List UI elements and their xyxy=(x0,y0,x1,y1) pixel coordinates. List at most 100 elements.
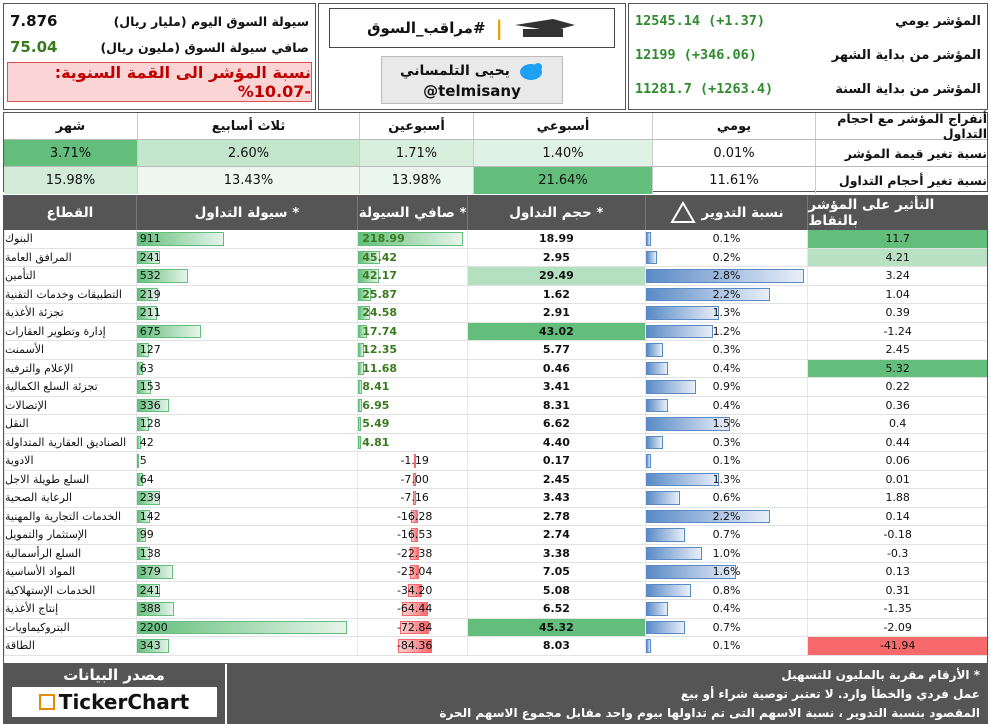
impact-cell: 11.7 xyxy=(807,230,987,248)
turnover-cell-text: 1.3% xyxy=(712,472,741,486)
net-cell: 42.17 xyxy=(357,267,467,285)
volume-cell-text: 5.08 xyxy=(542,583,570,597)
volume-cell-text: 6.62 xyxy=(542,417,570,431)
header-impact: التأثير على المؤشر بالنقاط xyxy=(807,196,987,230)
net-cell-text: 42.17 xyxy=(362,269,398,283)
net-bar xyxy=(358,398,362,412)
net-bar xyxy=(358,306,371,320)
turnover-cell: 0.7% xyxy=(644,526,808,544)
net-bar xyxy=(401,602,428,616)
volume-cell-text: 2.78 xyxy=(542,509,570,523)
table-row: الطاقة 343 -84.36 8.03 0.1% -41.94 xyxy=(4,637,987,656)
impact-cell: 2.45 xyxy=(807,341,987,359)
liquidity-cell: 153 xyxy=(135,378,358,396)
impact-cell-text: 0.4 xyxy=(888,417,907,431)
sector-name: التأمين xyxy=(4,267,136,285)
turnover-cell: 0.9% xyxy=(644,378,808,396)
table-row: الادوية 5 -1.19 0.17 0.1% 0.06 xyxy=(4,452,987,471)
turnover-cell: 1.6% xyxy=(644,563,808,581)
note-line: عمل فردي والخطأ وارد. لا تعتبر توصية شرا… xyxy=(680,687,980,701)
turnover-cell: 1.5% xyxy=(644,415,808,433)
impact-cell: 0.31 xyxy=(807,581,987,599)
liquidity-cell: 64 xyxy=(135,470,358,488)
liquidity-bar xyxy=(136,639,170,653)
net-cell: -23.04 xyxy=(357,563,467,581)
turnover-bar xyxy=(645,269,804,283)
turnover-bar xyxy=(645,324,714,338)
net-cell-text: -22.38 xyxy=(396,546,433,560)
net-cell: -34.20 xyxy=(357,581,467,599)
turnover-bar xyxy=(645,287,770,301)
impact-cell-text: 4.21 xyxy=(885,250,910,264)
volume-cell-text: 8.03 xyxy=(542,639,570,653)
turnover-cell: 1.3% xyxy=(644,304,808,322)
liquidity-bar xyxy=(136,306,157,320)
liquidity-cell-text: 142 xyxy=(139,509,161,523)
impact-cell-text: -2.09 xyxy=(883,620,912,634)
volume-cell: 6.62 xyxy=(467,415,645,433)
table-row: الصناديق العقارية المتداولة 42 4.81 4.40 0.3… xyxy=(4,433,987,452)
index-label: المؤشر من بداية الشهر xyxy=(831,47,981,63)
net-cell: -22.38 xyxy=(357,544,467,562)
sector-name-text: التأمين xyxy=(5,269,36,283)
liquidity-bar xyxy=(136,435,141,449)
net-cell-text: -16.53 xyxy=(396,528,433,542)
net-cell: 45.42 xyxy=(357,248,467,266)
impact-cell: -0.3 xyxy=(807,544,987,562)
volume-cell-text: 3.41 xyxy=(542,380,570,394)
liquidity-cell: 142 xyxy=(135,507,358,525)
sector-name: الإستثمار والتمويل xyxy=(4,526,136,544)
turnover-bar xyxy=(645,472,720,486)
author-card: يحيى التلمساني @telmisany xyxy=(381,56,563,104)
volume-cell: 43.02 xyxy=(467,322,645,340)
net-cell-text: 25.87 xyxy=(362,287,398,301)
net-liquidity-value: 75.04 xyxy=(10,38,58,56)
turnover-bar xyxy=(645,398,669,412)
volume-cell-text: 45.32 xyxy=(538,620,574,634)
impact-cell-text: 2.45 xyxy=(885,343,910,357)
volume-cell: 8.31 xyxy=(467,396,645,414)
net-bar xyxy=(358,435,362,449)
turnover-bar xyxy=(645,380,697,394)
net-cell: 6.95 xyxy=(357,396,467,414)
sector-name: المرافق العامة xyxy=(4,248,136,266)
sector-name: البتروكيماويات xyxy=(4,618,136,636)
header-turnover: نسبة التدوير xyxy=(701,205,784,221)
liquidity-bar xyxy=(136,232,224,246)
net-cell-text: 12.35 xyxy=(362,343,398,357)
liquidity-bar xyxy=(136,602,174,616)
volume-cell-text: 2.74 xyxy=(542,528,570,542)
liquidity-cell: 241 xyxy=(135,581,358,599)
turnover-cell-text: 0.8% xyxy=(712,583,741,597)
divider-icon: | xyxy=(495,16,503,40)
net-bar xyxy=(410,565,420,579)
liquidity-bar xyxy=(136,454,139,468)
impact-cell-text: -41.94 xyxy=(879,639,916,653)
sector-name-text: البنوك xyxy=(5,232,33,246)
sector-name: السلع طويلة الاجل xyxy=(4,470,136,488)
cell: 2.60% xyxy=(137,140,359,166)
row-label: نسبة تغير قيمة المؤشر xyxy=(815,140,987,166)
sector-name-text: الإتصالات xyxy=(5,398,47,412)
cell: 15.98% xyxy=(4,167,137,194)
volume-cell: 3.41 xyxy=(467,378,645,396)
turnover-bar xyxy=(645,546,703,560)
twitter-handle[interactable]: @telmisany xyxy=(423,82,521,100)
net-cell-text: -7.00 xyxy=(400,472,429,486)
header-volume: حجم التداول * xyxy=(467,196,645,230)
liquidity-cell: 138 xyxy=(135,544,358,562)
turnover-cell: 0.4% xyxy=(644,359,808,377)
liquidity-cell: 63 xyxy=(135,359,358,377)
data-source-panel: مصدر البيانات TickerChart xyxy=(3,664,225,724)
net-cell-text: 218.99 xyxy=(362,232,405,246)
impact-cell-text: 0.39 xyxy=(885,306,910,320)
liquidity-cell-text: 211 xyxy=(139,306,161,320)
impact-cell: -1.35 xyxy=(807,600,987,618)
turnover-cell-text: 0.4% xyxy=(712,361,741,375)
volume-cell: 2.91 xyxy=(467,304,645,322)
liquidity-cell-text: 388 xyxy=(139,602,161,616)
sector-name-text: إدارة وتطوير العقارات xyxy=(5,324,106,338)
impact-cell-text: 0.14 xyxy=(885,509,910,523)
impact-cell-text: -1.35 xyxy=(883,602,912,616)
net-bar xyxy=(358,232,464,246)
